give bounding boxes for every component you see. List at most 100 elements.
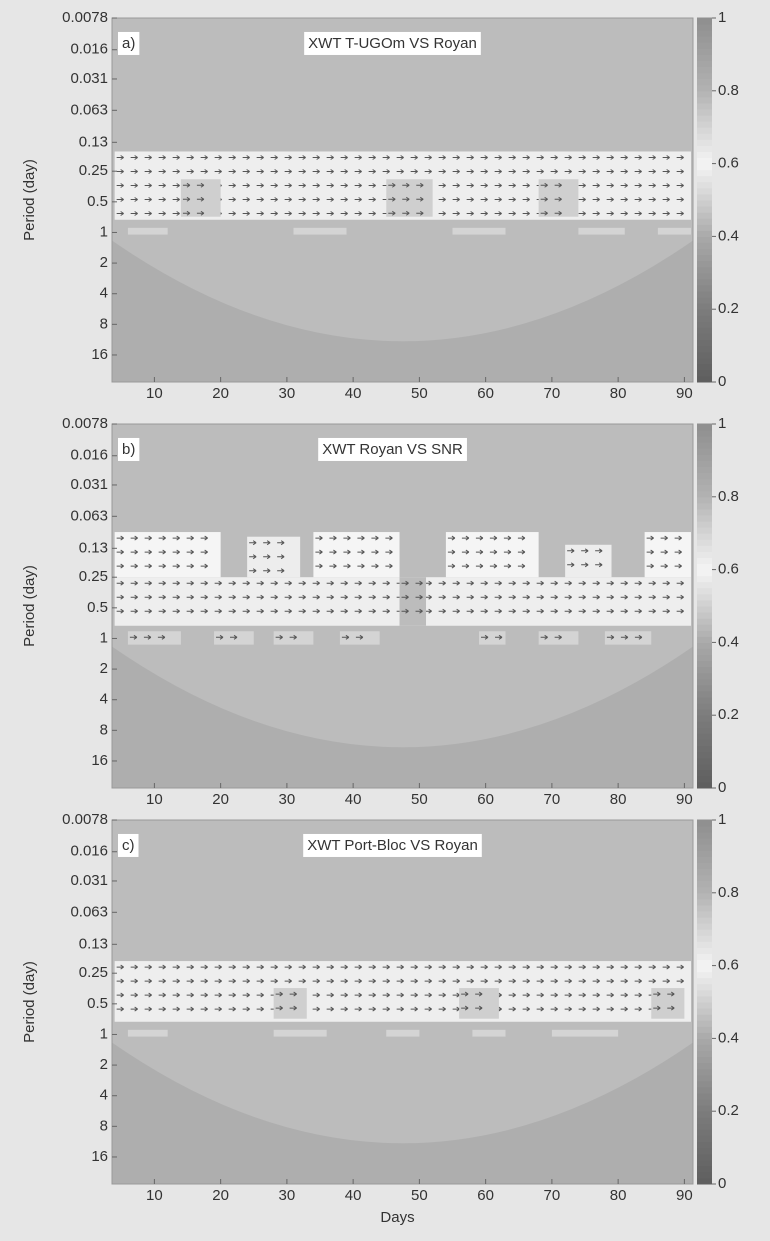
colorbar-cell <box>697 1007 712 1015</box>
phase-arrow <box>172 197 180 202</box>
phase-arrow <box>388 196 396 202</box>
phase-arrow <box>660 563 668 569</box>
colorbar-cell <box>697 144 712 152</box>
phase-arrow <box>354 1006 362 1012</box>
phase-arrow <box>186 594 194 600</box>
phase-arrow <box>653 991 661 997</box>
phase-arrow <box>130 169 138 174</box>
phase-arrow <box>508 992 516 998</box>
phase-arrow <box>508 155 516 160</box>
y-tick-label: 0.13 <box>79 539 108 556</box>
phase-arrow <box>228 594 236 600</box>
coherence-region <box>657 227 692 235</box>
phase-arrow <box>116 1006 124 1012</box>
x-tick-label: 90 <box>676 385 693 402</box>
coherence-region <box>479 631 506 645</box>
phase-arrow <box>315 563 323 569</box>
phase-arrow <box>382 608 390 614</box>
phase-arrow <box>326 964 334 970</box>
phase-arrow <box>595 548 603 554</box>
colorbar-cell <box>697 886 712 894</box>
phase-arrow <box>606 155 614 160</box>
phase-arrow <box>508 211 516 216</box>
phase-arrow <box>158 155 166 160</box>
phase-arrow <box>326 594 334 600</box>
colorbar-cell <box>697 1068 712 1076</box>
colorbar-tick-label: 0.8 <box>718 82 739 99</box>
phase-arrow <box>130 978 138 984</box>
phase-arrow <box>517 535 526 541</box>
phase-arrow <box>466 169 474 174</box>
phase-arrow <box>676 594 684 600</box>
colorbar-cell <box>697 959 712 967</box>
colorbar-cell <box>697 1153 712 1161</box>
y-tick-label: 1 <box>100 1025 108 1042</box>
phase-arrow <box>228 197 236 202</box>
plot-frame <box>111 819 694 1185</box>
coherence-region <box>399 577 427 626</box>
colorbar-tick-label: 0.6 <box>718 155 739 172</box>
phase-arrow <box>447 535 456 541</box>
y-axis-label: Period (day) <box>21 565 38 647</box>
phase-arrow <box>646 563 654 569</box>
panel-label: a) <box>122 35 135 52</box>
phase-arrow <box>662 211 670 216</box>
panel-label-box <box>118 833 139 857</box>
colorbar-cell <box>697 248 712 256</box>
phase-arrow <box>242 580 250 586</box>
phase-arrow <box>634 155 642 160</box>
colorbar-cell <box>697 1001 712 1009</box>
phase-arrow <box>452 155 460 160</box>
colorbar-cell <box>697 260 712 268</box>
phase-arrow <box>667 1005 675 1011</box>
phase-arrow <box>648 183 656 188</box>
colorbar-cell <box>697 35 712 43</box>
phase-arrow <box>606 978 614 984</box>
y-tick-label: 0.5 <box>87 995 108 1012</box>
phase-arrow <box>270 155 278 160</box>
colorbar-cell <box>697 995 712 1003</box>
colorbar-cell <box>697 849 712 857</box>
colorbar-cell <box>697 120 712 128</box>
phase-arrow <box>312 155 320 160</box>
colorbar-tick-label: 0.8 <box>718 488 739 505</box>
colorbar-cell <box>697 928 712 936</box>
colorbar-cell <box>697 272 712 280</box>
phase-arrow <box>144 978 152 984</box>
phase-arrow <box>475 549 484 555</box>
phase-arrow <box>284 169 292 174</box>
phase-arrow <box>340 1006 348 1012</box>
phase-arrow <box>461 563 470 569</box>
colorbar-tick-label: 0.2 <box>718 706 739 723</box>
phase-arrow <box>130 964 138 970</box>
phase-arrow <box>648 197 656 202</box>
phase-arrow <box>368 211 376 216</box>
colorbar-cell <box>697 108 712 116</box>
colorbar-cell <box>697 763 712 771</box>
phase-arrow <box>522 1006 530 1012</box>
phase-arrow <box>354 580 362 586</box>
phase-arrow <box>326 992 334 998</box>
colorbar-cell <box>697 868 712 876</box>
phase-arrow <box>186 992 194 998</box>
phase-arrow <box>660 549 668 555</box>
phase-arrow <box>172 563 180 569</box>
phase-arrow <box>289 991 297 997</box>
phase-arrow <box>662 183 670 188</box>
y-tick-label: 0.016 <box>70 41 108 58</box>
phase-arrow <box>522 964 530 970</box>
colorbar-cell <box>697 339 712 347</box>
phase-arrow <box>396 155 404 160</box>
phase-arrow <box>277 554 285 560</box>
phase-arrow <box>214 964 222 970</box>
phase-arrow <box>144 1006 152 1012</box>
phase-arrow <box>385 563 393 569</box>
colorbar-tick-label: 0.2 <box>718 300 739 317</box>
y-tick-label: 2 <box>100 254 108 271</box>
colorbar-cell <box>697 910 712 918</box>
phase-arrow <box>116 580 124 586</box>
coherence-region <box>644 532 692 578</box>
colorbar-cell <box>697 720 712 728</box>
phase-arrow <box>410 978 418 984</box>
phase-arrow <box>578 155 586 160</box>
